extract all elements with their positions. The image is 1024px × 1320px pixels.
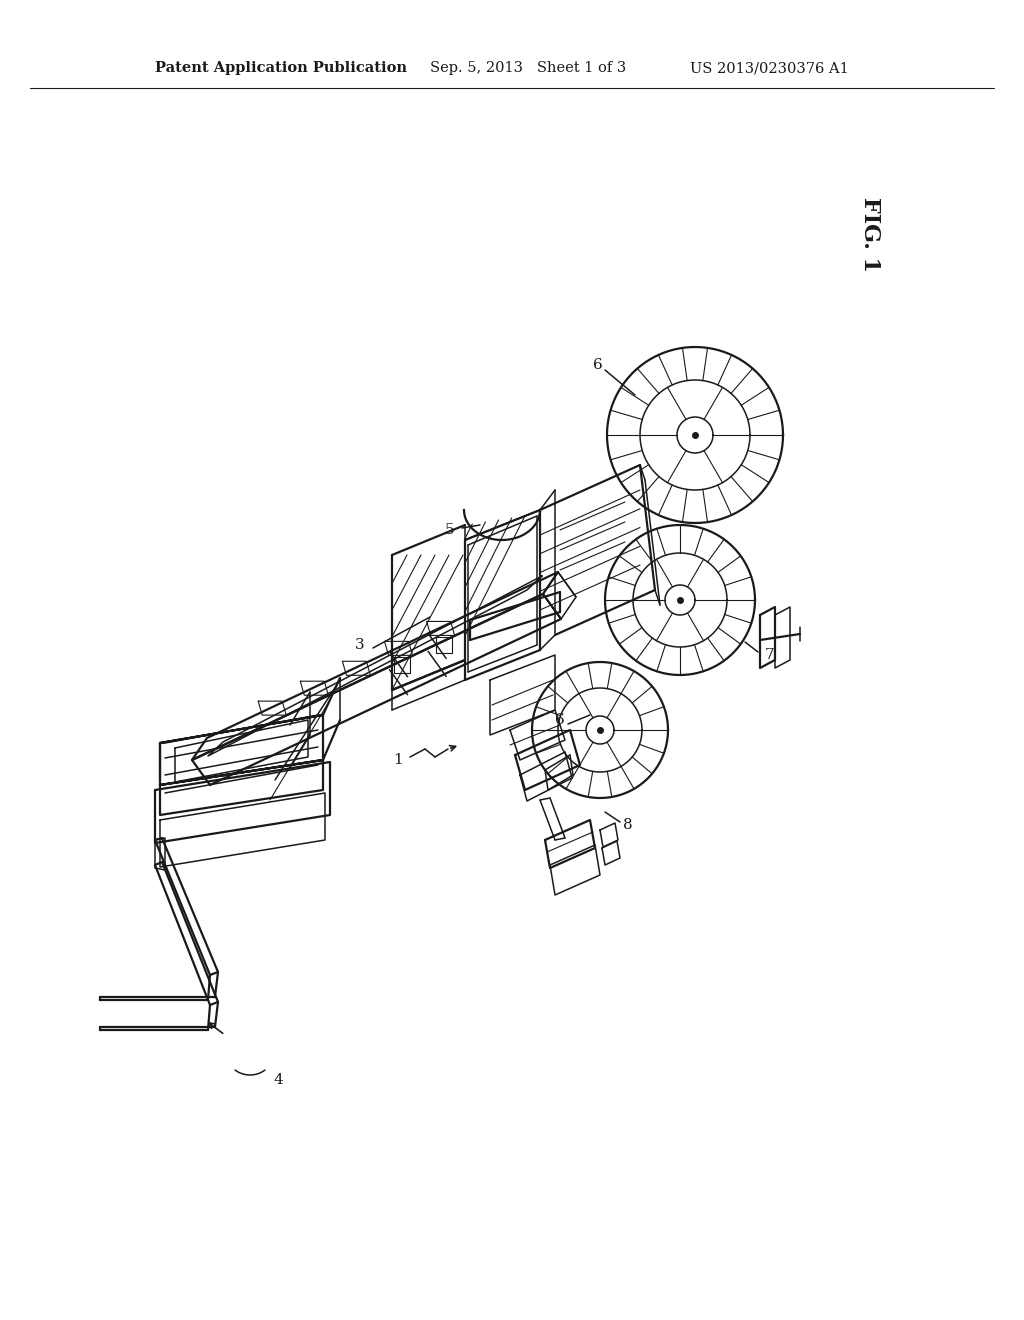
Text: 3: 3 — [355, 638, 365, 652]
Text: 4: 4 — [273, 1073, 283, 1086]
Text: FIG. 1: FIG. 1 — [859, 198, 881, 272]
Text: 7: 7 — [765, 648, 775, 663]
Text: Patent Application Publication: Patent Application Publication — [155, 61, 407, 75]
Text: 6: 6 — [555, 713, 565, 727]
Text: 8: 8 — [624, 818, 633, 832]
Text: 1: 1 — [393, 752, 402, 767]
Text: 5: 5 — [445, 523, 455, 537]
Text: Sep. 5, 2013   Sheet 1 of 3: Sep. 5, 2013 Sheet 1 of 3 — [430, 61, 627, 75]
Text: 6: 6 — [593, 358, 603, 372]
Text: US 2013/0230376 A1: US 2013/0230376 A1 — [690, 61, 849, 75]
